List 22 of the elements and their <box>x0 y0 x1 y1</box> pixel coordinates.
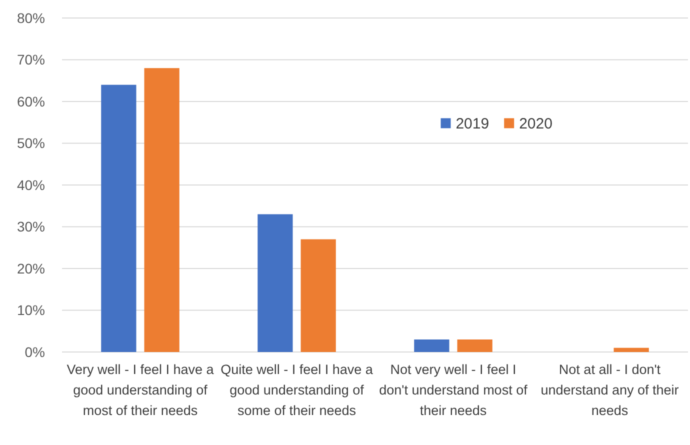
bar <box>258 214 293 352</box>
x-tick-label: Not very well - I feel I don't understand most of their needs <box>379 362 528 418</box>
y-tick-label: 20% <box>16 260 45 276</box>
legend-label: 2019 <box>456 115 490 132</box>
y-tick-label: 0% <box>24 344 45 360</box>
legend-label: 2020 <box>519 115 552 132</box>
y-tick-label: 40% <box>16 176 45 193</box>
bar <box>101 84 136 352</box>
y-tick-label: 60% <box>16 93 45 110</box>
y-tick-label: 30% <box>16 218 45 235</box>
bar <box>300 239 336 352</box>
y-tick-label: 70% <box>16 52 45 68</box>
x-tick-label: Quite well - I feel I have a good understanding of some of their needs <box>220 362 374 418</box>
bar <box>414 339 450 352</box>
x-tick-label: Very well - I feel I have a good understanding of most of their needs <box>66 362 214 418</box>
x-tick-label: Not at all - I don't understand any of their needs <box>540 362 680 418</box>
bar <box>144 68 180 352</box>
y-tick-label: 80% <box>16 10 45 26</box>
bar <box>614 348 649 352</box>
bar <box>457 339 492 352</box>
y-tick-label: 10% <box>16 302 45 318</box>
y-tick-label: 50% <box>16 135 45 152</box>
